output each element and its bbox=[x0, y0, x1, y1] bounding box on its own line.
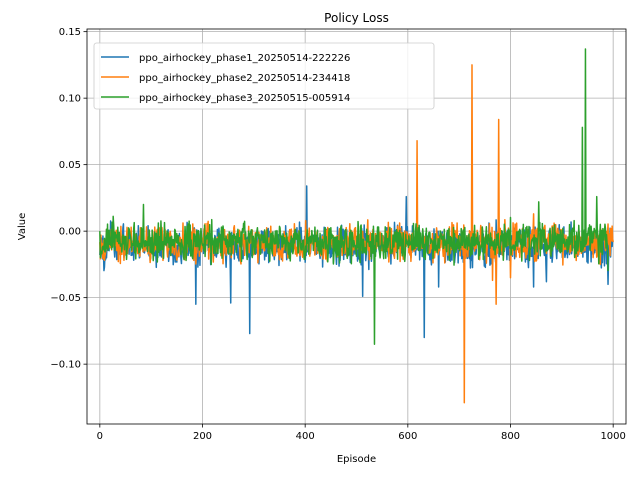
legend-entry-3: ppo_airhockey_phase3_20250515-005914 bbox=[139, 93, 350, 104]
plot-frame bbox=[86, 28, 627, 425]
axis-ticks: 0 200 400 600 800 1000 −0.10 −0.05 0.00 0.05 0.10 0… bbox=[50, 27, 626, 442]
y-tick-label: −0.05 bbox=[50, 293, 81, 304]
series-line-3 bbox=[99, 48, 609, 345]
x-tick-label: 800 bbox=[501, 431, 520, 442]
x-tick-label: 1000 bbox=[600, 431, 625, 442]
y-tick-label: 0.15 bbox=[59, 27, 81, 38]
legend: ppo_airhockey_phase1_20250514-222226 ppo_… bbox=[93, 42, 435, 110]
y-tick-label: −0.10 bbox=[50, 360, 81, 371]
y-tick-label: 0.10 bbox=[59, 94, 81, 105]
chart-title: Policy Loss bbox=[324, 11, 389, 25]
y-tick-label: 0.05 bbox=[59, 160, 81, 171]
legend-box bbox=[93, 42, 435, 110]
x-tick-label: 600 bbox=[398, 431, 417, 442]
y-tick-label: 0.00 bbox=[59, 227, 81, 238]
x-tick-label: 400 bbox=[296, 431, 315, 442]
series-lines bbox=[99, 48, 614, 404]
x-axis-label: Episode bbox=[337, 454, 376, 465]
y-axis-label: Value bbox=[17, 213, 28, 240]
legend-entry-2: ppo_airhockey_phase2_20250514-234418 bbox=[139, 73, 350, 84]
x-tick-label: 0 bbox=[97, 431, 103, 442]
x-tick-label: 200 bbox=[193, 431, 212, 442]
legend-entry-1: ppo_airhockey_phase1_20250514-222226 bbox=[139, 53, 350, 64]
